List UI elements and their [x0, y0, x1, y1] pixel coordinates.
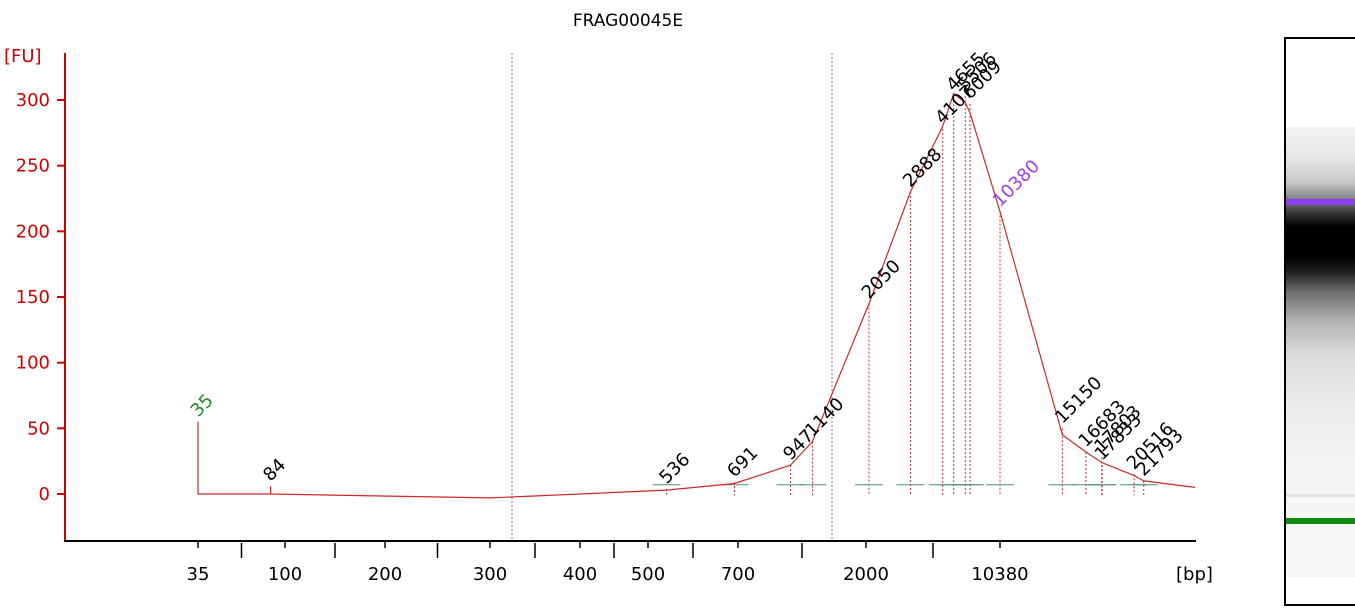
gel-faint-band: [1286, 494, 1355, 497]
x-tick-label: 300: [473, 564, 507, 585]
x-tick-label: 200: [368, 564, 402, 585]
x-tick-label: 500: [631, 564, 665, 585]
x-tick-label: 35: [187, 564, 210, 585]
peak-label: 2050: [858, 256, 905, 303]
gel-band-lower-marker: [1286, 518, 1355, 524]
electropherogram-trace: [197, 92, 1196, 499]
peak-label: 1140: [801, 394, 848, 441]
gel-band-upper-marker: [1286, 199, 1355, 205]
x-tick-label: 400: [563, 564, 597, 585]
peak-label: 2888: [899, 144, 946, 191]
peak-label: 84: [259, 455, 290, 486]
y-tick-label: 0: [39, 484, 50, 505]
chart-title: FRAG00045E: [573, 11, 683, 31]
x-tick-label: 100: [268, 564, 302, 585]
peak-label: 35: [187, 390, 218, 421]
peak-label: 536: [655, 449, 694, 488]
y-tick-label: 300: [16, 90, 50, 111]
y-axis-label: [FU]: [4, 46, 42, 67]
y-axis-ticks: 0 50 100 150 200 250 300: [16, 90, 65, 505]
y-tick-label: 150: [16, 287, 50, 308]
x-axis-label: [bp]: [1176, 564, 1213, 585]
integration-regions: [652, 96, 1158, 496]
x-tick-label: 10380: [971, 564, 1028, 585]
x-tick-label: 2000: [843, 564, 889, 585]
x-tick-label: 700: [721, 564, 755, 585]
y-tick-label: 50: [27, 418, 50, 439]
gel-lane: [1286, 127, 1355, 577]
electropherogram-chart: FRAG00045E [FU] [bp] 050100150200250300 …: [4, 11, 1213, 585]
y-tick-label: 200: [16, 221, 50, 242]
peak-label: 10380: [989, 156, 1044, 211]
y-tick-label: 250: [16, 156, 50, 177]
y-tick-label: 100: [16, 353, 50, 374]
x-axis-ticks: 35 100 200 300 400 500 700 2000 10380: [187, 541, 1029, 585]
gel-image: [1284, 37, 1355, 606]
